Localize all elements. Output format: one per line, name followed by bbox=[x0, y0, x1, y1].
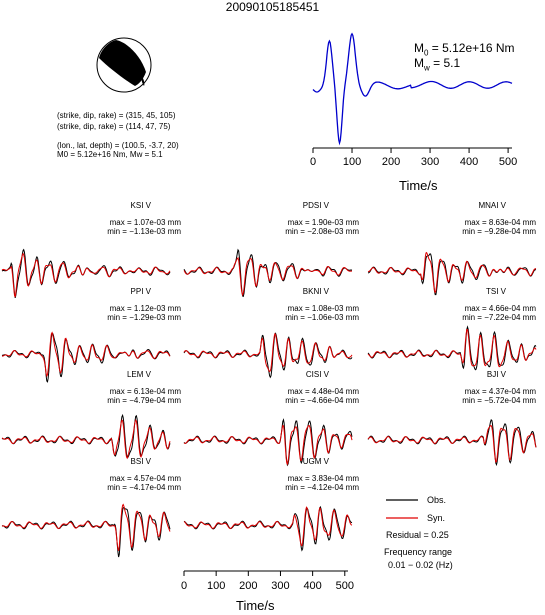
station-min-2: min = −9.28e-04 mm bbox=[462, 227, 536, 236]
station-7-syn-line bbox=[183, 424, 353, 466]
station-min-4: min = −1.06e-03 mm bbox=[285, 313, 359, 322]
station-max-0: max = 1.07e-03 mm bbox=[109, 218, 181, 227]
station-max-2: max = 8.63e-04 mm bbox=[464, 218, 536, 227]
moment-m0: M0 = 5.12e+16 Nm bbox=[414, 41, 515, 58]
waveform-xlabel: Time/s bbox=[236, 598, 275, 613]
station-min-10: min = −4.12e-04 mm bbox=[285, 483, 359, 492]
stf-tick-label-4: 400 bbox=[460, 156, 478, 168]
station-max-6: max = 6.13e-04 mm bbox=[109, 387, 181, 396]
station-min-9: min = −4.17e-04 mm bbox=[107, 483, 181, 492]
mechanism-line-1: (strike, dip, rake) = (315, 45, 105) bbox=[57, 111, 176, 120]
station-10-obs-line bbox=[183, 505, 353, 552]
station-name-1: PDSI V bbox=[302, 201, 329, 210]
moment-line: M0 = 5.12e+16 Nm, Mw = 5.1 bbox=[57, 150, 163, 159]
mechanism-line-2: (strike, dip, rake) = (114, 47, 75) bbox=[57, 122, 171, 131]
bottom-tick-label-2: 200 bbox=[239, 580, 257, 592]
stf-tick-label-3: 300 bbox=[421, 156, 439, 168]
stf-tick-label-2: 200 bbox=[382, 156, 400, 168]
frequency-range-title: Frequency range bbox=[384, 547, 453, 557]
station-name-6: LEM V bbox=[126, 370, 151, 379]
legend-obs: Obs. bbox=[427, 495, 447, 505]
station-2-obs-line bbox=[367, 253, 537, 296]
station-min-5: min = −7.22e-04 mm bbox=[462, 313, 536, 322]
station-min-7: min = −4.66e-04 mm bbox=[285, 396, 359, 405]
station-4-obs-line bbox=[183, 332, 353, 379]
station-min-0: min = −1.13e-03 mm bbox=[107, 227, 181, 236]
station-9-syn-line bbox=[1, 503, 171, 551]
station-max-4: max = 1.08e-03 mm bbox=[287, 304, 359, 313]
residual-text: Residual = 0.25 bbox=[386, 530, 449, 540]
stf-tick-label-0: 0 bbox=[310, 156, 316, 168]
legend-syn: Syn. bbox=[427, 513, 446, 523]
station-name-2: MNAI V bbox=[478, 201, 506, 210]
station-min-8: min = −5.72e-04 mm bbox=[462, 396, 536, 405]
station-min-1: min = −2.08e-03 mm bbox=[285, 227, 359, 236]
station-9-obs-line bbox=[1, 506, 171, 558]
station-max-1: max = 1.90e-03 mm bbox=[287, 218, 359, 227]
station-name-4: BKNI V bbox=[302, 287, 329, 296]
station-max-9: max = 4.57e-04 mm bbox=[109, 474, 181, 483]
bottom-time-axis: 0 100 200 300 400 500 bbox=[181, 570, 354, 592]
bottom-tick-label-3: 300 bbox=[271, 580, 289, 592]
station-4-syn-line bbox=[183, 332, 353, 373]
station-2-syn-line bbox=[367, 251, 537, 294]
station-max-10: max = 3.83e-04 mm bbox=[287, 474, 359, 483]
station-0-syn-line bbox=[1, 252, 171, 298]
figure-title: 20090105185451 bbox=[225, 0, 320, 14]
station-1-syn-line bbox=[183, 257, 352, 297]
station-name-7: CISI V bbox=[305, 370, 329, 379]
station-6-syn-line bbox=[1, 418, 171, 460]
station-name-10: UGM V bbox=[302, 457, 329, 466]
station-name-9: BSI V bbox=[130, 457, 151, 466]
station-3-syn-line bbox=[2, 331, 171, 378]
source-time-function-chart: 0 100 200 300 400 500 bbox=[310, 32, 517, 168]
station-min-6: min = −4.79e-04 mm bbox=[107, 396, 181, 405]
stf-xlabel: Time/s bbox=[399, 178, 438, 193]
stf-series-line bbox=[312, 32, 513, 146]
station-5-obs-line bbox=[367, 325, 537, 371]
beachball-icon bbox=[96, 37, 152, 93]
station-10-syn-line bbox=[183, 506, 353, 547]
stf-tick-label-1: 100 bbox=[343, 156, 361, 168]
station-min-3: min = −1.29e-03 mm bbox=[107, 313, 181, 322]
station-name-3: PPI V bbox=[130, 287, 151, 296]
station-max-8: max = 4.37e-04 mm bbox=[464, 387, 536, 396]
station-8-syn-line bbox=[367, 425, 537, 463]
location-line: (lon., lat, depth) = (100.5, -3.7, 20) bbox=[57, 141, 179, 150]
station-max-7: max = 4.48e-04 mm bbox=[287, 387, 359, 396]
station-name-8: BJI V bbox=[486, 370, 506, 379]
station-name-0: KSI V bbox=[130, 201, 151, 210]
station-max-5: max = 4.66e-04 mm bbox=[464, 304, 536, 313]
bottom-tick-label-5: 500 bbox=[336, 580, 354, 592]
bottom-tick-label-1: 100 bbox=[207, 580, 225, 592]
stf-tick-label-5: 500 bbox=[499, 156, 517, 168]
station-max-3: max = 1.12e-03 mm bbox=[109, 304, 181, 313]
bottom-tick-label-4: 400 bbox=[303, 580, 321, 592]
station-name-5: TSI V bbox=[485, 287, 506, 296]
frequency-range-value: 0.01 − 0.02 (Hz) bbox=[388, 560, 453, 570]
station-5-syn-line bbox=[367, 329, 537, 368]
station-6-obs-line bbox=[1, 413, 171, 459]
legend-swatches bbox=[386, 499, 418, 519]
moment-mw: Mw = 5.1 bbox=[414, 56, 461, 73]
bottom-tick-label-0: 0 bbox=[181, 580, 187, 592]
